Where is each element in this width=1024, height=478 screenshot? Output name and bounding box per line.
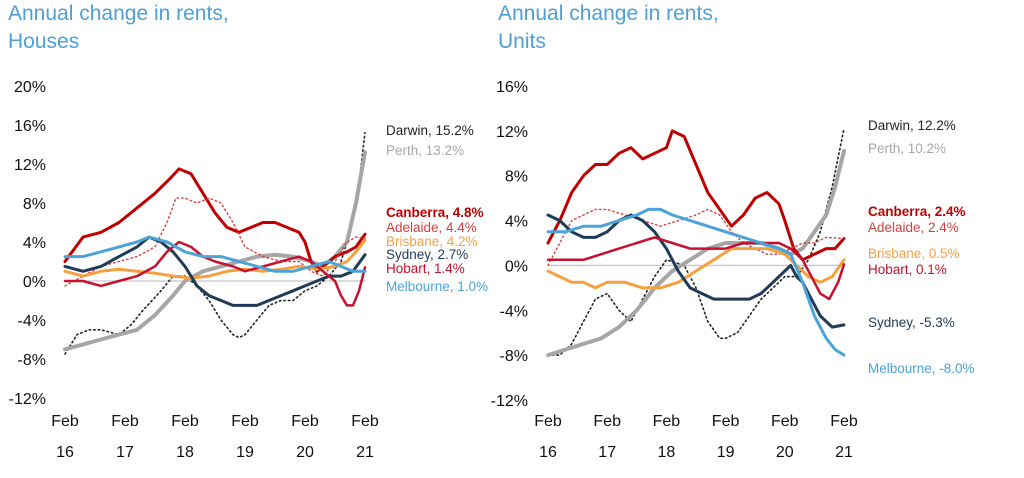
- houses-series-brisbane: [63, 238, 367, 280]
- units-y-tick-label: 8%: [505, 169, 528, 186]
- houses-series-hobart: [63, 240, 367, 307]
- houses-x-tick-year: 21: [356, 444, 374, 461]
- houses-series-adelaide: [64, 197, 366, 287]
- units-x-tick-year: 20: [776, 444, 794, 461]
- houses-y-tick-label: -4%: [18, 313, 46, 330]
- units-chart-plot: -12% -8% -4% 0% 4% 8% 12% 16% Feb 16 Feb 17 Feb 18 Feb…: [491, 79, 975, 461]
- houses-y-tick-label: 8%: [23, 196, 46, 213]
- houses-label-canberra: Canberra, 4.8%: [386, 205, 484, 220]
- houses-x-tick-year: 17: [116, 444, 134, 461]
- houses-x-tick-month: Feb: [111, 413, 139, 430]
- houses-x-tick-month: Feb: [351, 413, 379, 430]
- houses-x-tick-month: Feb: [51, 413, 79, 430]
- units-y-tick-label: 16%: [496, 79, 528, 96]
- houses-label-darwin: Darwin, 15.2%: [386, 123, 474, 138]
- houses-chart-plot: -12% -8% -4% 0% 4% 8% 12% 16% 20% Feb 16 Feb 17 Feb 18…: [9, 79, 488, 461]
- units-series-adelaide: [547, 208, 845, 267]
- houses-label-hobart: Hobart, 1.4%: [386, 261, 465, 276]
- units-y-tick-label: 0%: [505, 258, 528, 275]
- units-y-tick-label: 12%: [496, 124, 528, 141]
- houses-series-darwin: [64, 132, 366, 355]
- units-label-melbourne: Melbourne, -8.0%: [868, 361, 975, 376]
- units-label-adelaide: Adelaide, 2.4%: [868, 220, 959, 235]
- units-y-tick-label: -4%: [500, 303, 528, 320]
- houses-chart-title: Annual change in rents, Houses: [8, 0, 229, 56]
- houses-label-adelaide: Adelaide, 4.4%: [386, 220, 477, 235]
- houses-y-tick-label: 12%: [14, 157, 46, 174]
- houses-title-line1: Annual change in rents,: [8, 2, 229, 25]
- units-label-brisbane: Brisbane, 0.5%: [868, 246, 960, 261]
- units-chart-title: Annual change in rents, Units: [498, 0, 719, 56]
- units-label-sydney: Sydney, -5.3%: [868, 315, 955, 330]
- units-x-tick-year: 16: [539, 444, 557, 461]
- units-x-tick-month: Feb: [593, 413, 621, 430]
- units-x-tick-year: 18: [658, 444, 676, 461]
- units-series-canberra: [546, 129, 846, 262]
- houses-chart-panel: Annual change in rents, Houses -12% -8% -4…: [0, 0, 496, 478]
- houses-y-tick-label: 16%: [14, 118, 46, 135]
- units-title-line1: Annual change in rents,: [498, 2, 719, 25]
- units-x-tick-month: Feb: [534, 413, 562, 430]
- houses-label-brisbane: Brisbane, 4.2%: [386, 234, 478, 249]
- houses-series-sydney: [63, 235, 367, 307]
- units-label-darwin: Darwin, 12.2%: [868, 118, 956, 133]
- units-y-tick-label: -8%: [500, 348, 528, 365]
- units-label-hobart: Hobart, 0.1%: [868, 262, 947, 277]
- houses-title-line2: Houses: [8, 30, 80, 53]
- units-x-tick-year: 19: [717, 444, 735, 461]
- houses-x-tick-month: Feb: [291, 413, 319, 430]
- units-label-canberra: Canberra, 2.4%: [868, 204, 966, 219]
- units-series-hobart: [546, 236, 846, 301]
- units-x-tick-year: 17: [598, 444, 616, 461]
- houses-label-sydney: Sydney, 2.7%: [386, 247, 468, 262]
- units-title-line2: Units: [498, 30, 546, 53]
- houses-series-melbourne: [63, 235, 367, 273]
- houses-x-tick-year: 20: [296, 444, 314, 461]
- houses-label-melbourne: Melbourne, 1.0%: [386, 279, 488, 294]
- houses-x-tick-year: 16: [56, 444, 74, 461]
- units-x-tick-month: Feb: [830, 413, 858, 430]
- units-series-sydney: [546, 213, 846, 329]
- units-x-tick-year: 21: [835, 444, 853, 461]
- units-y-tick-label: 4%: [505, 214, 528, 231]
- units-y-tick-label: -12%: [491, 393, 528, 410]
- houses-y-tick-label: -12%: [9, 391, 46, 408]
- houses-x-tick-month: Feb: [171, 413, 199, 430]
- houses-y-tick-label: 4%: [23, 235, 46, 252]
- houses-label-perth: Perth, 13.2%: [386, 143, 464, 158]
- units-x-tick-month: Feb: [771, 413, 799, 430]
- units-label-perth: Perth, 10.2%: [868, 141, 946, 156]
- houses-x-tick-month: Feb: [231, 413, 259, 430]
- houses-y-tick-label: 20%: [14, 79, 46, 96]
- units-x-tick-month: Feb: [653, 413, 681, 430]
- houses-y-tick-label: 0%: [23, 274, 46, 291]
- houses-y-tick-label: -8%: [18, 352, 46, 369]
- units-chart-panel: Annual change in rents, Units -12% -8% -4%…: [491, 0, 1024, 478]
- houses-x-tick-year: 18: [176, 444, 194, 461]
- houses-x-tick-year: 19: [236, 444, 254, 461]
- units-series-darwin: [547, 127, 845, 356]
- units-series-melbourne: [546, 207, 846, 357]
- units-series-brisbane: [546, 247, 846, 290]
- units-series-perth: [546, 149, 846, 358]
- units-x-tick-month: Feb: [712, 413, 740, 430]
